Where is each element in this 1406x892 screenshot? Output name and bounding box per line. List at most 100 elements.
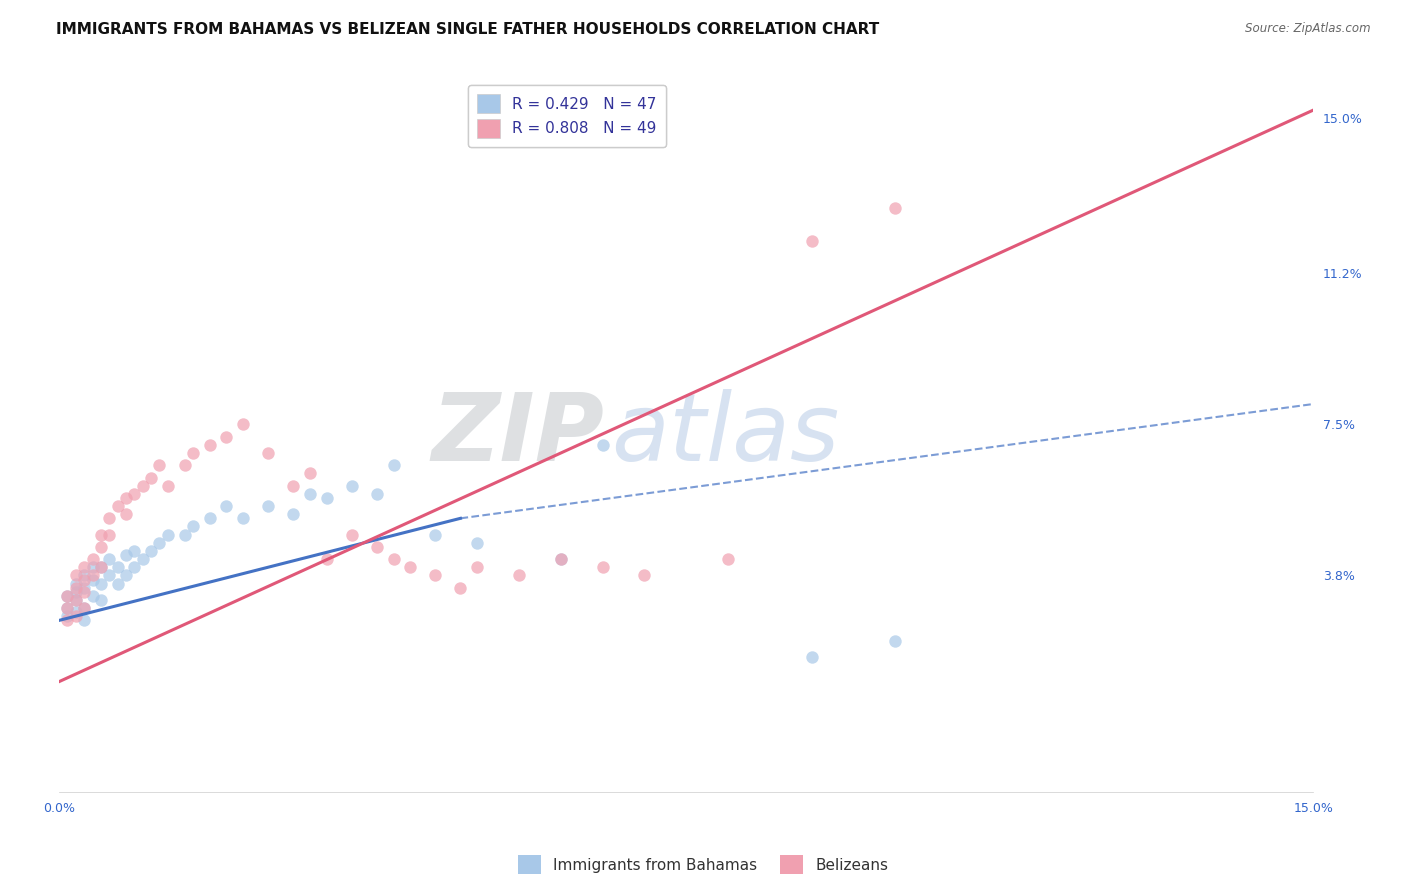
- Point: [257, 499, 280, 513]
- Point: [800, 234, 823, 248]
- Point: [198, 511, 221, 525]
- Point: [73, 584, 96, 599]
- Point: [82, 560, 104, 574]
- Point: [82, 552, 104, 566]
- Point: [148, 458, 170, 473]
- Point: [592, 560, 614, 574]
- Point: [465, 560, 488, 574]
- Legend: R = 0.429   N = 47, R = 0.808   N = 49: R = 0.429 N = 47, R = 0.808 N = 49: [468, 85, 666, 147]
- Point: [82, 589, 104, 603]
- Point: [132, 478, 155, 492]
- Point: [449, 581, 471, 595]
- Point: [139, 470, 162, 484]
- Point: [124, 560, 146, 574]
- Point: [283, 508, 305, 522]
- Point: [633, 568, 655, 582]
- Point: [65, 584, 87, 599]
- Text: ZIP: ZIP: [432, 389, 605, 481]
- Point: [550, 552, 572, 566]
- Point: [98, 552, 121, 566]
- Point: [115, 548, 138, 562]
- Point: [232, 417, 254, 432]
- Point: [198, 438, 221, 452]
- Point: [298, 487, 321, 501]
- Point: [56, 601, 79, 615]
- Point: [465, 536, 488, 550]
- Point: [425, 568, 447, 582]
- Point: [56, 589, 79, 603]
- Point: [98, 568, 121, 582]
- Point: [884, 633, 907, 648]
- Point: [56, 601, 79, 615]
- Point: [156, 478, 179, 492]
- Point: [382, 458, 405, 473]
- Point: [132, 552, 155, 566]
- Point: [340, 527, 363, 541]
- Point: [366, 540, 388, 554]
- Point: [425, 527, 447, 541]
- Point: [315, 552, 337, 566]
- Point: [399, 560, 422, 574]
- Point: [550, 552, 572, 566]
- Point: [65, 581, 87, 595]
- Text: IMMIGRANTS FROM BAHAMAS VS BELIZEAN SINGLE FATHER HOUSEHOLDS CORRELATION CHART: IMMIGRANTS FROM BAHAMAS VS BELIZEAN SING…: [56, 22, 880, 37]
- Legend: Immigrants from Bahamas, Belizeans: Immigrants from Bahamas, Belizeans: [512, 849, 894, 880]
- Text: Source: ZipAtlas.com: Source: ZipAtlas.com: [1246, 22, 1371, 36]
- Point: [82, 568, 104, 582]
- Point: [366, 487, 388, 501]
- Point: [65, 593, 87, 607]
- Point: [56, 613, 79, 627]
- Point: [257, 446, 280, 460]
- Point: [232, 511, 254, 525]
- Point: [65, 605, 87, 619]
- Point: [115, 568, 138, 582]
- Point: [148, 536, 170, 550]
- Point: [283, 478, 305, 492]
- Point: [173, 527, 195, 541]
- Point: [340, 478, 363, 492]
- Point: [98, 527, 121, 541]
- Point: [107, 576, 129, 591]
- Point: [215, 430, 238, 444]
- Point: [139, 544, 162, 558]
- Point: [107, 499, 129, 513]
- Point: [82, 573, 104, 587]
- Point: [173, 458, 195, 473]
- Point: [181, 519, 204, 533]
- Point: [90, 593, 112, 607]
- Point: [156, 527, 179, 541]
- Point: [73, 613, 96, 627]
- Point: [73, 568, 96, 582]
- Point: [315, 491, 337, 505]
- Point: [884, 201, 907, 215]
- Point: [181, 446, 204, 460]
- Point: [115, 491, 138, 505]
- Point: [124, 544, 146, 558]
- Point: [800, 650, 823, 665]
- Point: [90, 527, 112, 541]
- Point: [592, 438, 614, 452]
- Text: atlas: atlas: [612, 389, 839, 480]
- Point: [717, 552, 740, 566]
- Point: [73, 560, 96, 574]
- Point: [65, 593, 87, 607]
- Point: [73, 601, 96, 615]
- Point: [65, 609, 87, 624]
- Point: [298, 467, 321, 481]
- Point: [73, 573, 96, 587]
- Point: [382, 552, 405, 566]
- Point: [98, 511, 121, 525]
- Point: [124, 487, 146, 501]
- Point: [56, 609, 79, 624]
- Point: [90, 560, 112, 574]
- Point: [90, 576, 112, 591]
- Point: [73, 601, 96, 615]
- Point: [56, 589, 79, 603]
- Point: [73, 581, 96, 595]
- Point: [65, 568, 87, 582]
- Point: [65, 576, 87, 591]
- Point: [90, 560, 112, 574]
- Point: [90, 540, 112, 554]
- Point: [107, 560, 129, 574]
- Point: [215, 499, 238, 513]
